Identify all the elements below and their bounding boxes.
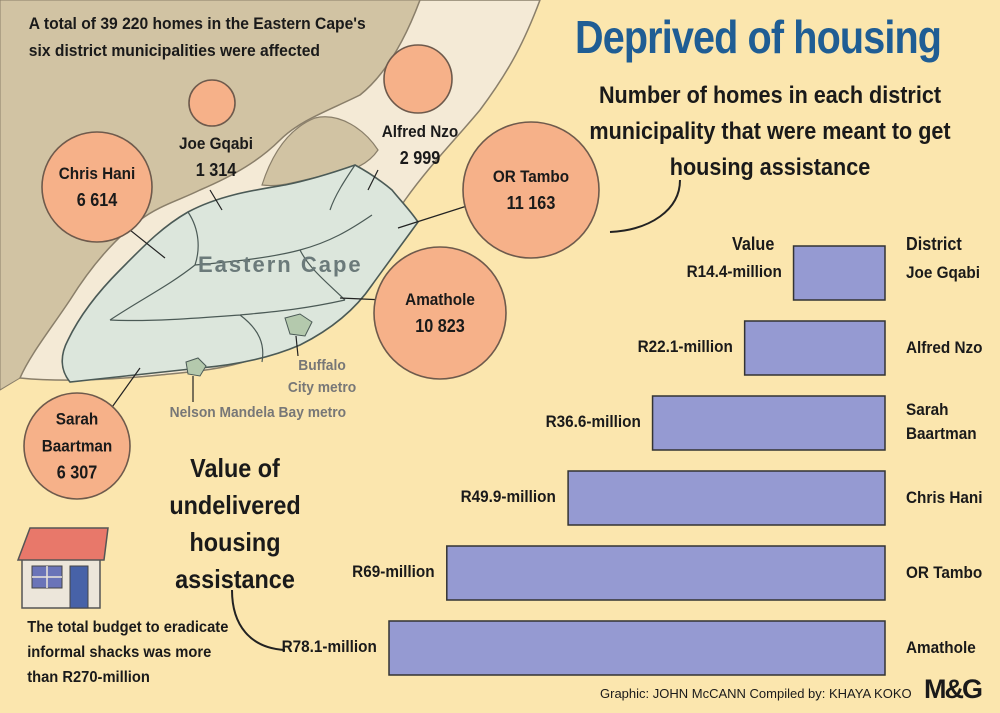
circle-label-chris-hani: Chris Hani 6 614 xyxy=(59,160,136,214)
bar-or-tambo xyxy=(446,545,886,601)
circle-name: Alfred Nzo xyxy=(381,122,459,141)
circle-value: 11 163 xyxy=(506,193,556,213)
nelson-mandela-bay-metro-shape xyxy=(185,357,207,377)
bar-district-label: OR Tambo xyxy=(906,563,983,582)
circle-markers xyxy=(23,44,600,500)
bar-joe-gqabi xyxy=(792,245,886,301)
bar-chart xyxy=(388,245,886,676)
bar-value-label: R36.6-million xyxy=(545,412,641,431)
intro-text: A total of 39 220 homes in the Eastern C… xyxy=(28,14,366,60)
bar-value-label: R69-million xyxy=(352,562,435,581)
circle-value: 10 823 xyxy=(415,316,465,336)
circle-name: Sarah Baartman xyxy=(41,409,113,456)
bar-district-label: Sarah Baartman xyxy=(906,400,977,443)
value-column-header: Value xyxy=(732,234,775,254)
bar-amathole xyxy=(388,620,886,676)
bar-district-label: Amathole xyxy=(906,638,976,657)
value-section-title: Value of undelivered housing assistance xyxy=(169,453,301,594)
bar-value-label: R49.9-million xyxy=(460,487,557,506)
district-column-header: District xyxy=(906,234,962,254)
circle-name: Chris Hani xyxy=(58,164,136,183)
credit-line: Graphic: JOHN McCANN Compiled by: KHAYA … xyxy=(600,686,912,701)
budget-note: The total budget to eradicate informal s… xyxy=(27,619,229,686)
page-title: Deprived of housing xyxy=(575,11,942,63)
circle-label-alfred-nzo: Alfred Nzo 2 999 xyxy=(382,118,459,172)
bar-chris-hani xyxy=(567,470,886,526)
bar-district-label: Chris Hani xyxy=(906,488,983,507)
circle-amathole xyxy=(373,246,507,380)
circle-label-or-tambo: OR Tambo 11 163 xyxy=(493,163,569,217)
bar-district-label: Joe Gqabi xyxy=(906,263,980,282)
subtitle-pointer xyxy=(609,179,681,233)
bar-alfred-nzo xyxy=(743,320,886,376)
circle-alfred-nzo xyxy=(383,44,453,114)
eastern-cape-province xyxy=(61,164,419,383)
circle-value: 6 614 xyxy=(76,190,118,210)
circle-value: 1 314 xyxy=(195,160,237,180)
circle-label-amathole: Amathole 10 823 xyxy=(405,286,475,340)
map-region-label: Eastern Cape xyxy=(198,252,363,277)
bar-district-label: Alfred Nzo xyxy=(906,338,983,357)
circle-or-tambo xyxy=(462,121,600,259)
circle-label-joe-gqabi: Joe Gqabi 1 314 xyxy=(179,130,253,184)
bar-value-label: R14.4-million xyxy=(686,262,782,281)
page-subtitle: Number of homes in each district municip… xyxy=(589,82,951,181)
circle-joe-gqabi xyxy=(188,79,236,127)
circle-label-sarah-baartman: Sarah Baartman 6 307 xyxy=(37,406,118,487)
buffalo-city-label: Buffalo City metro xyxy=(287,357,357,396)
buffalo-city-metro-shape xyxy=(284,313,313,337)
nelson-mandela-bay-label: Nelson Mandela Bay metro xyxy=(169,404,347,421)
circle-value: 2 999 xyxy=(399,148,441,168)
circle-name: OR Tambo xyxy=(492,167,570,186)
bar-sarah-baartman xyxy=(651,395,886,451)
circle-sarah-baartman xyxy=(23,392,131,500)
bar-value-label: R78.1-million xyxy=(281,637,377,656)
mg-logo: M&G xyxy=(924,674,983,704)
house-icon xyxy=(16,527,109,609)
circle-chris-hani xyxy=(41,131,153,243)
circle-name: Joe Gqabi xyxy=(179,134,253,153)
circle-value: 6 307 xyxy=(56,462,98,483)
circle-name: Amathole xyxy=(405,290,475,309)
value-pointer xyxy=(231,589,286,651)
district-boundaries xyxy=(109,164,373,363)
bar-value-label: R22.1-million xyxy=(637,337,733,356)
